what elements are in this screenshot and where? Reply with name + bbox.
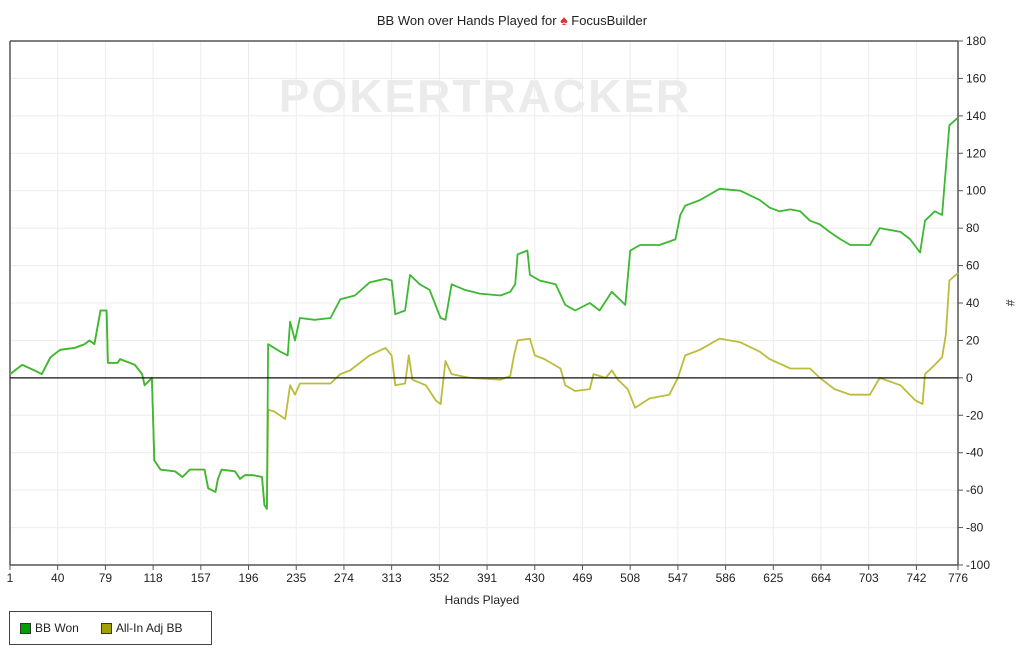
y-tick-label: 80 xyxy=(966,221,980,235)
x-tick-label: 430 xyxy=(525,571,545,585)
y-tick-label: 40 xyxy=(966,296,980,310)
x-tick-label: 118 xyxy=(144,571,163,585)
y-tick-label: 160 xyxy=(966,71,986,85)
x-tick-label: 40 xyxy=(51,571,65,585)
x-tick-label: 274 xyxy=(334,571,354,585)
series-line-bb-won xyxy=(9,117,959,510)
x-tick-label: 196 xyxy=(239,571,259,585)
x-tick-label: 235 xyxy=(286,571,306,585)
x-tick-label: 157 xyxy=(191,571,211,585)
y-tick-label: -60 xyxy=(966,483,984,497)
watermark-logo: POKERTRACKER xyxy=(279,70,691,122)
legend-label: All-In Adj BB xyxy=(115,621,183,635)
y-tick-label: 180 xyxy=(966,34,986,48)
y-tick-label: 140 xyxy=(966,109,986,123)
player-name: FocusBuilder xyxy=(571,13,648,28)
y-tick-label: 20 xyxy=(966,333,980,347)
x-tick-label: 469 xyxy=(572,571,592,585)
y-axis-label: # xyxy=(1003,300,1017,307)
legend-item-bb-won[interactable]: BB Won xyxy=(20,621,79,635)
y-tick-label: 120 xyxy=(966,146,986,160)
legend-swatch-all-in-adj-bb xyxy=(100,622,112,634)
y-tick-label: 100 xyxy=(966,184,986,198)
x-tick-label: 625 xyxy=(763,571,783,585)
legend-swatch-bb-won xyxy=(20,622,31,634)
y-tick-label: -80 xyxy=(966,521,984,535)
x-axis-label: Hands Played xyxy=(445,593,520,607)
x-tick-label: 547 xyxy=(668,571,688,585)
y-tick-label: 0 xyxy=(966,371,973,385)
spade-icon: ♠ xyxy=(560,12,568,28)
y-tick-label: 60 xyxy=(966,259,980,273)
x-tick-label: 391 xyxy=(477,571,497,585)
legend-label: BB Won xyxy=(35,621,79,635)
x-tick-label: 664 xyxy=(811,571,831,585)
x-tick-label: 79 xyxy=(99,571,113,585)
x-tick-label: 776 xyxy=(948,571,968,585)
x-tick-label: 703 xyxy=(859,571,879,585)
x-tick-label: 508 xyxy=(620,571,640,585)
x-tick-label: 586 xyxy=(716,571,736,585)
x-tick-label: 352 xyxy=(429,571,449,585)
legend: BB Won All-In Adj BB xyxy=(9,611,212,645)
legend-item-all-in-adj-bb[interactable]: All-In Adj BB xyxy=(100,621,183,635)
x-tick-label: 313 xyxy=(382,571,402,585)
x-tick-label: 1 xyxy=(7,571,14,585)
y-tick-label: -20 xyxy=(966,408,984,422)
y-tick-label: -40 xyxy=(966,446,984,460)
y-tick-label: -100 xyxy=(966,558,990,572)
chart-title: BB Won over Hands Played for ♠ FocusBuil… xyxy=(0,12,1024,28)
title-prefix: BB Won over Hands Played for xyxy=(376,13,557,28)
x-tick-label: 742 xyxy=(906,571,926,585)
